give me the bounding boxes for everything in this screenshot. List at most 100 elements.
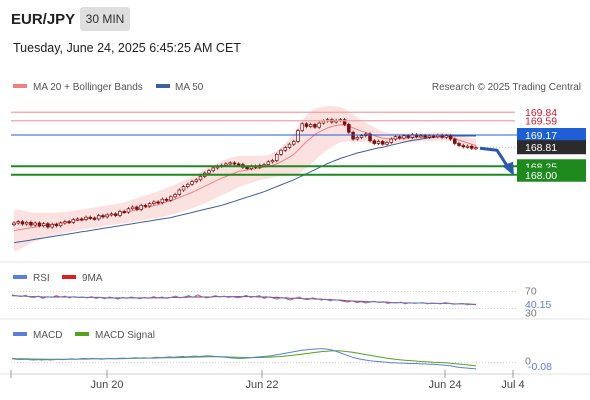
macd-panel: 0-0.08	[11, 348, 552, 373]
candle-body	[173, 194, 177, 198]
candle-body	[105, 214, 109, 218]
candle-body	[54, 224, 59, 227]
candle-body	[385, 142, 389, 145]
support-label-box	[517, 167, 586, 182]
candle-body	[63, 221, 67, 224]
legend-macd-swatch	[13, 332, 27, 336]
candle-body	[474, 147, 478, 150]
legend-rsi-label: RSI	[33, 273, 50, 284]
candle-body	[470, 145, 474, 149]
legend-rsi-ma-swatch	[62, 275, 76, 279]
datetime-label: Tuesday, June 24, 2025 6:45:25 AM CET	[13, 41, 241, 55]
candle-body	[232, 162, 237, 165]
ma50-line	[13, 135, 476, 244]
candle-body	[139, 204, 143, 210]
last-price-label: 168.81	[525, 142, 557, 154]
candle-body	[283, 147, 288, 151]
rsi-tick-30: 30	[525, 308, 537, 320]
candle-body	[444, 135, 449, 138]
time-tick-label: Jun 24	[428, 379, 461, 391]
candle-body	[211, 167, 215, 172]
candle-body	[427, 135, 432, 138]
time-tick-label: Jul 4	[501, 379, 524, 391]
candle-body	[37, 222, 42, 227]
candle-body	[423, 135, 427, 138]
candle-body	[84, 216, 88, 220]
timeframe-button[interactable]: 30 MIN	[80, 7, 130, 31]
candle-body	[287, 143, 292, 148]
candle-body	[29, 221, 33, 226]
candle-body	[308, 124, 313, 127]
time-tick-label: Jun 20	[90, 379, 123, 391]
candle-body	[92, 217, 97, 220]
candle-body	[130, 206, 135, 210]
candle-body	[16, 221, 20, 224]
candle-body	[266, 161, 271, 165]
candle-body	[20, 221, 25, 225]
bollinger-band	[14, 106, 476, 252]
candle-body	[393, 136, 398, 140]
candle-body	[152, 201, 156, 204]
candle-body	[419, 135, 423, 138]
candle-body	[67, 221, 71, 224]
candle-body	[75, 218, 80, 221]
candle-body	[453, 138, 457, 144]
candle-body	[169, 196, 173, 201]
candle-body	[296, 130, 300, 142]
pivot-label-box	[517, 127, 586, 142]
candle-body	[291, 141, 296, 145]
candle-body	[457, 143, 461, 146]
legend-ma20-label: MA 20 + Bollinger Bands	[33, 82, 143, 93]
rsi-tick-70: 70	[525, 285, 537, 297]
candle-body	[245, 166, 249, 169]
candle-body	[351, 131, 355, 140]
legend-rsi-swatch	[13, 275, 27, 279]
candle-body	[135, 206, 139, 210]
candle-body	[97, 215, 101, 220]
symbol-title: EUR/JPY	[11, 11, 76, 28]
macd-value-label: -0.08	[528, 361, 552, 373]
candle-body	[12, 222, 16, 226]
candle-body	[80, 218, 84, 221]
candle-body	[198, 176, 203, 181]
candle-body	[186, 183, 190, 187]
candle-body	[58, 222, 63, 227]
legend-ma50-label: MA 50	[175, 82, 204, 93]
candle-body	[88, 216, 93, 219]
candle-body	[194, 179, 199, 182]
resistance-label: 169.59	[525, 116, 557, 128]
candle-body	[224, 163, 228, 166]
candle-body	[436, 134, 440, 138]
candle-body	[101, 215, 105, 218]
candle-body	[347, 124, 351, 133]
candle-body	[33, 222, 37, 226]
candle-body	[279, 149, 283, 155]
time-tick-label: Jun 22	[245, 379, 278, 391]
candle-body	[397, 136, 402, 139]
candle-body	[313, 124, 317, 128]
candle-body	[389, 138, 393, 143]
candle-body	[321, 120, 326, 124]
candle-body	[406, 135, 410, 138]
candle-body	[147, 203, 152, 207]
rsi-value-label: 40.15	[525, 299, 551, 311]
candle-body	[164, 198, 169, 201]
resistance-label: 169.84	[525, 107, 557, 119]
legend-macd-signal-swatch	[75, 332, 89, 336]
chart-header: EUR/JPY 30 MIN Tuesday, June 24, 2025 6:…	[0, 0, 590, 64]
candle-body	[156, 201, 160, 204]
legend-macd-label: MACD	[33, 330, 62, 341]
candle-body	[300, 123, 304, 131]
candle-body	[24, 221, 29, 225]
candle-body	[440, 134, 444, 138]
candle-body	[359, 135, 364, 138]
candle-body	[46, 223, 50, 228]
last-price-box	[517, 140, 586, 155]
candle-body	[177, 189, 182, 195]
candle-body	[342, 119, 347, 125]
candle-body	[381, 141, 385, 145]
time-axis: Jun 20 Jun 22 Jun 24 Jul 4	[10, 370, 525, 391]
candle-body	[372, 140, 377, 144]
